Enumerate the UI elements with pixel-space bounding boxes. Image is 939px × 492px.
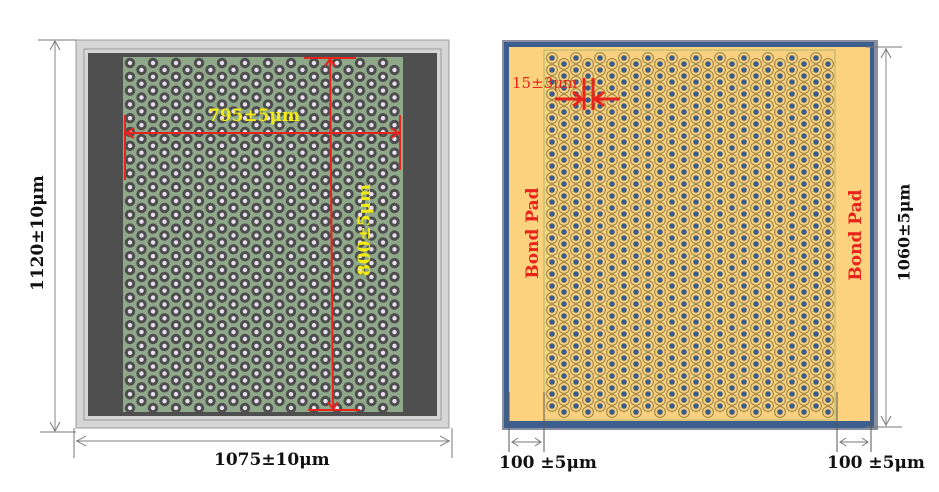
margin-left-label: 100 ±5μm (499, 453, 597, 473)
bond-pad-left-label: Bond Pad (523, 187, 543, 279)
margin-right-label: 100 ±5μm (827, 453, 925, 473)
right-hole-array (546, 52, 834, 418)
array-height-red-line (329, 58, 334, 410)
array-width-label: 795±5μm (208, 106, 300, 126)
right-chip-height-label: 1060±5μm (894, 183, 914, 282)
left-chip-graphic (38, 39, 453, 458)
left-hole-array (124, 57, 400, 414)
pitch-label: 15±3μm (512, 74, 578, 92)
left-chip-diagram: 1120±10μm 1075±10μm 795±5μm 800±5μm (28, 39, 453, 470)
bond-pad-right-label: Bond Pad (846, 189, 866, 281)
left-chip-width-label: 1075±10μm (214, 450, 330, 470)
